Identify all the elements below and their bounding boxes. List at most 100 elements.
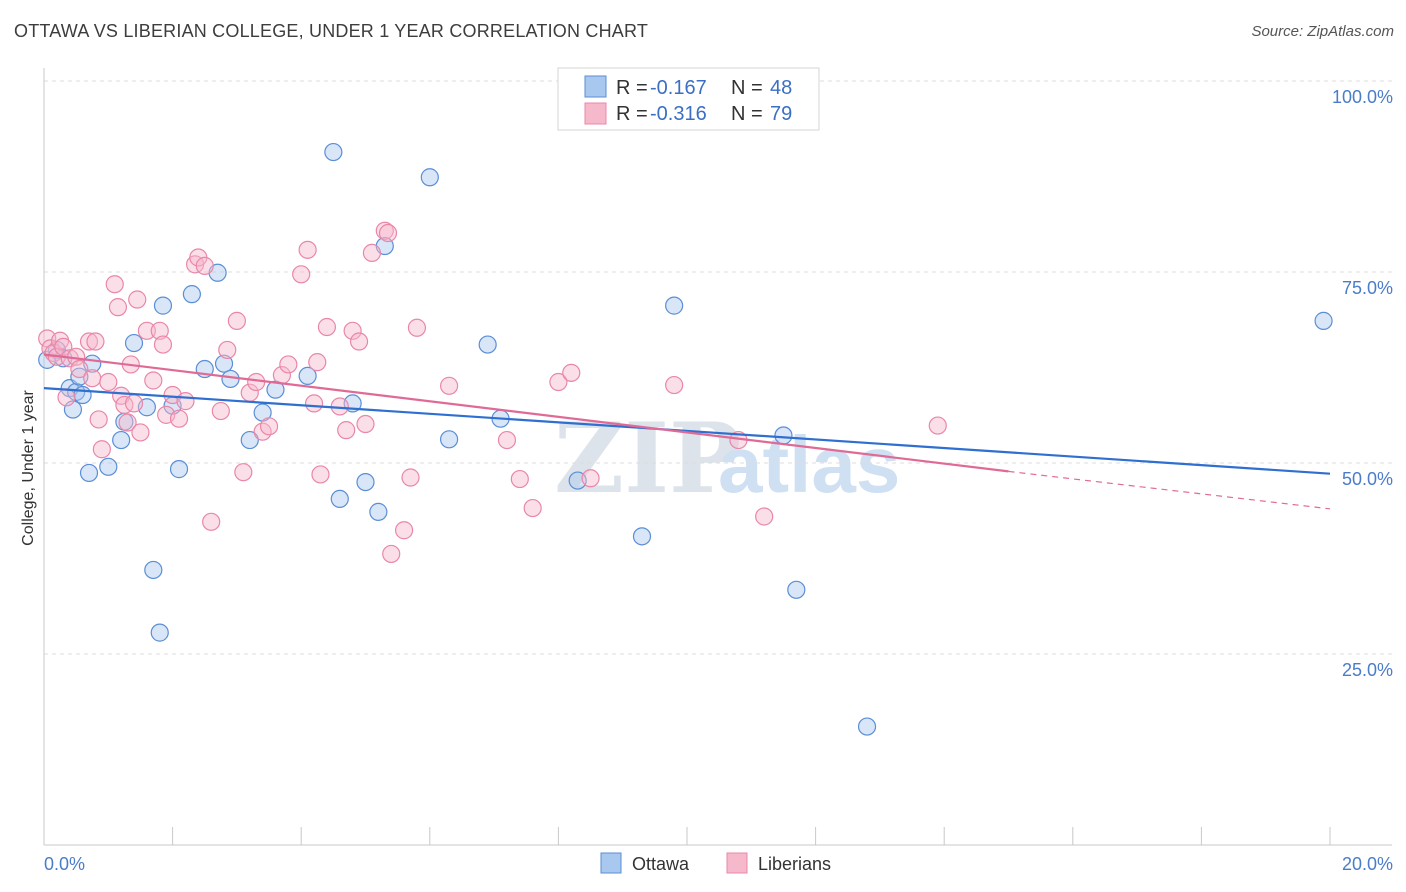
correlation-legend: R = -0.167 N = 48 R = -0.316 N = 79 (557, 67, 820, 131)
legend-n-label-liberians: N = (731, 103, 763, 125)
liberians-point (394, 521, 414, 540)
y-tick-label: 75.0% (1342, 278, 1393, 298)
liberians-point (128, 290, 147, 309)
liberians-point (124, 394, 144, 413)
ottawa-point (214, 354, 234, 373)
x-tick-label: 0.0% (44, 854, 85, 874)
y-tick-label: 25.0% (1342, 660, 1393, 680)
liberians-point (202, 512, 221, 531)
ottawa-point (169, 460, 189, 479)
liberians-point (108, 298, 128, 317)
x-tick-labels: 0.0% 20.0% (44, 854, 1393, 874)
source-credit: Source: ZipAtlas.com (1251, 23, 1394, 40)
bottom-legend-swatch-liberians (726, 852, 748, 874)
liberians-point (665, 375, 684, 395)
liberians-point (549, 372, 568, 392)
liberians-point (439, 376, 459, 395)
liberians-point (259, 417, 279, 436)
liberians-point (118, 413, 137, 432)
liberians-point (227, 311, 246, 330)
liberians-trend-line (43, 353, 1009, 473)
liberians-point (356, 414, 375, 434)
liberians-point (131, 423, 150, 442)
ottawa-point (632, 527, 652, 546)
liberians-point (317, 317, 337, 337)
liberians-point (343, 321, 362, 340)
liberians-point (169, 409, 189, 428)
liberians-point (137, 321, 156, 340)
ottawa-point (330, 489, 349, 509)
ottawa-trend-line (43, 387, 1331, 475)
liberians-point (304, 394, 324, 413)
liberians-point (375, 221, 394, 240)
ottawa-point (665, 296, 684, 315)
legend-r-label-ottawa: R = (616, 77, 648, 99)
ottawa-point (153, 296, 173, 315)
ottawa-point (857, 717, 877, 736)
liberians-point (83, 369, 102, 388)
gridlines (44, 80, 1392, 655)
trend-lines (43, 353, 1331, 510)
legend-n-label-ottawa: N = (731, 77, 763, 99)
liberians-point (581, 469, 600, 488)
legend-r-value-ottawa: -0.167 (650, 77, 707, 99)
liberians-point (218, 340, 237, 360)
ottawa-point (420, 168, 439, 187)
ottawa-point (324, 142, 343, 162)
ottawa-point (439, 430, 459, 449)
liberians-point (298, 240, 317, 259)
liberians-point (153, 335, 173, 354)
legend-r-label-liberians: R = (616, 103, 648, 125)
liberians-point (407, 318, 427, 337)
ottawa-point (774, 426, 793, 445)
liberians-point (70, 359, 89, 379)
ottawa-point (369, 502, 388, 521)
legend-swatch-ottawa (584, 75, 607, 98)
liberians-point (89, 410, 108, 429)
y-tick-label: 50.0% (1342, 469, 1393, 489)
liberians-point (105, 275, 124, 294)
liberians-point (382, 544, 401, 564)
x-axis-ticks (43, 827, 1331, 845)
ottawa-point (240, 430, 259, 450)
liberians-point (308, 353, 327, 372)
liberians-point (79, 332, 99, 351)
ottawa-point (182, 285, 201, 304)
ottawa-point (112, 430, 131, 450)
ottawa-point (73, 385, 92, 405)
liberians-point (497, 430, 517, 450)
liberians-point (562, 363, 581, 382)
ottawa-points (38, 142, 1333, 736)
ottawa-point (298, 366, 317, 386)
watermark-atlas: atlas (718, 420, 900, 509)
liberians-point (54, 337, 73, 356)
liberians-point (279, 355, 298, 374)
liberians-point (234, 463, 253, 482)
ottawa-point (99, 457, 118, 476)
liberians-point (57, 388, 76, 407)
liberians-point (349, 332, 369, 351)
ottawa-point (787, 580, 806, 599)
ottawa-point (79, 463, 99, 483)
liberians-point (311, 465, 330, 484)
liberians-point (195, 256, 214, 275)
liberians-trend-extension (1008, 470, 1331, 510)
legend-n-value-ottawa: 48 (770, 77, 792, 99)
y-tick-label: 100.0% (1332, 87, 1393, 107)
legend-r-value-liberians: -0.316 (650, 103, 707, 125)
ottawa-point (150, 623, 169, 642)
liberians-point (86, 332, 105, 351)
liberians-point (337, 421, 356, 440)
liberians-point (211, 401, 230, 421)
liberians-point (99, 372, 118, 392)
ottawa-point (144, 560, 163, 580)
x-tick-label: 20.0% (1342, 854, 1393, 874)
legend-n-value-liberians: 79 (770, 103, 792, 125)
y-tick-labels: 25.0% 50.0% 75.0% 100.0% (1332, 87, 1393, 680)
liberians-point (362, 243, 382, 262)
y-axis-label: College, Under 1 year (20, 390, 37, 546)
liberians-point (92, 440, 111, 459)
bottom-legend-swatch-ottawa (600, 852, 622, 874)
series-legend: Ottawa Liberians (600, 852, 831, 874)
